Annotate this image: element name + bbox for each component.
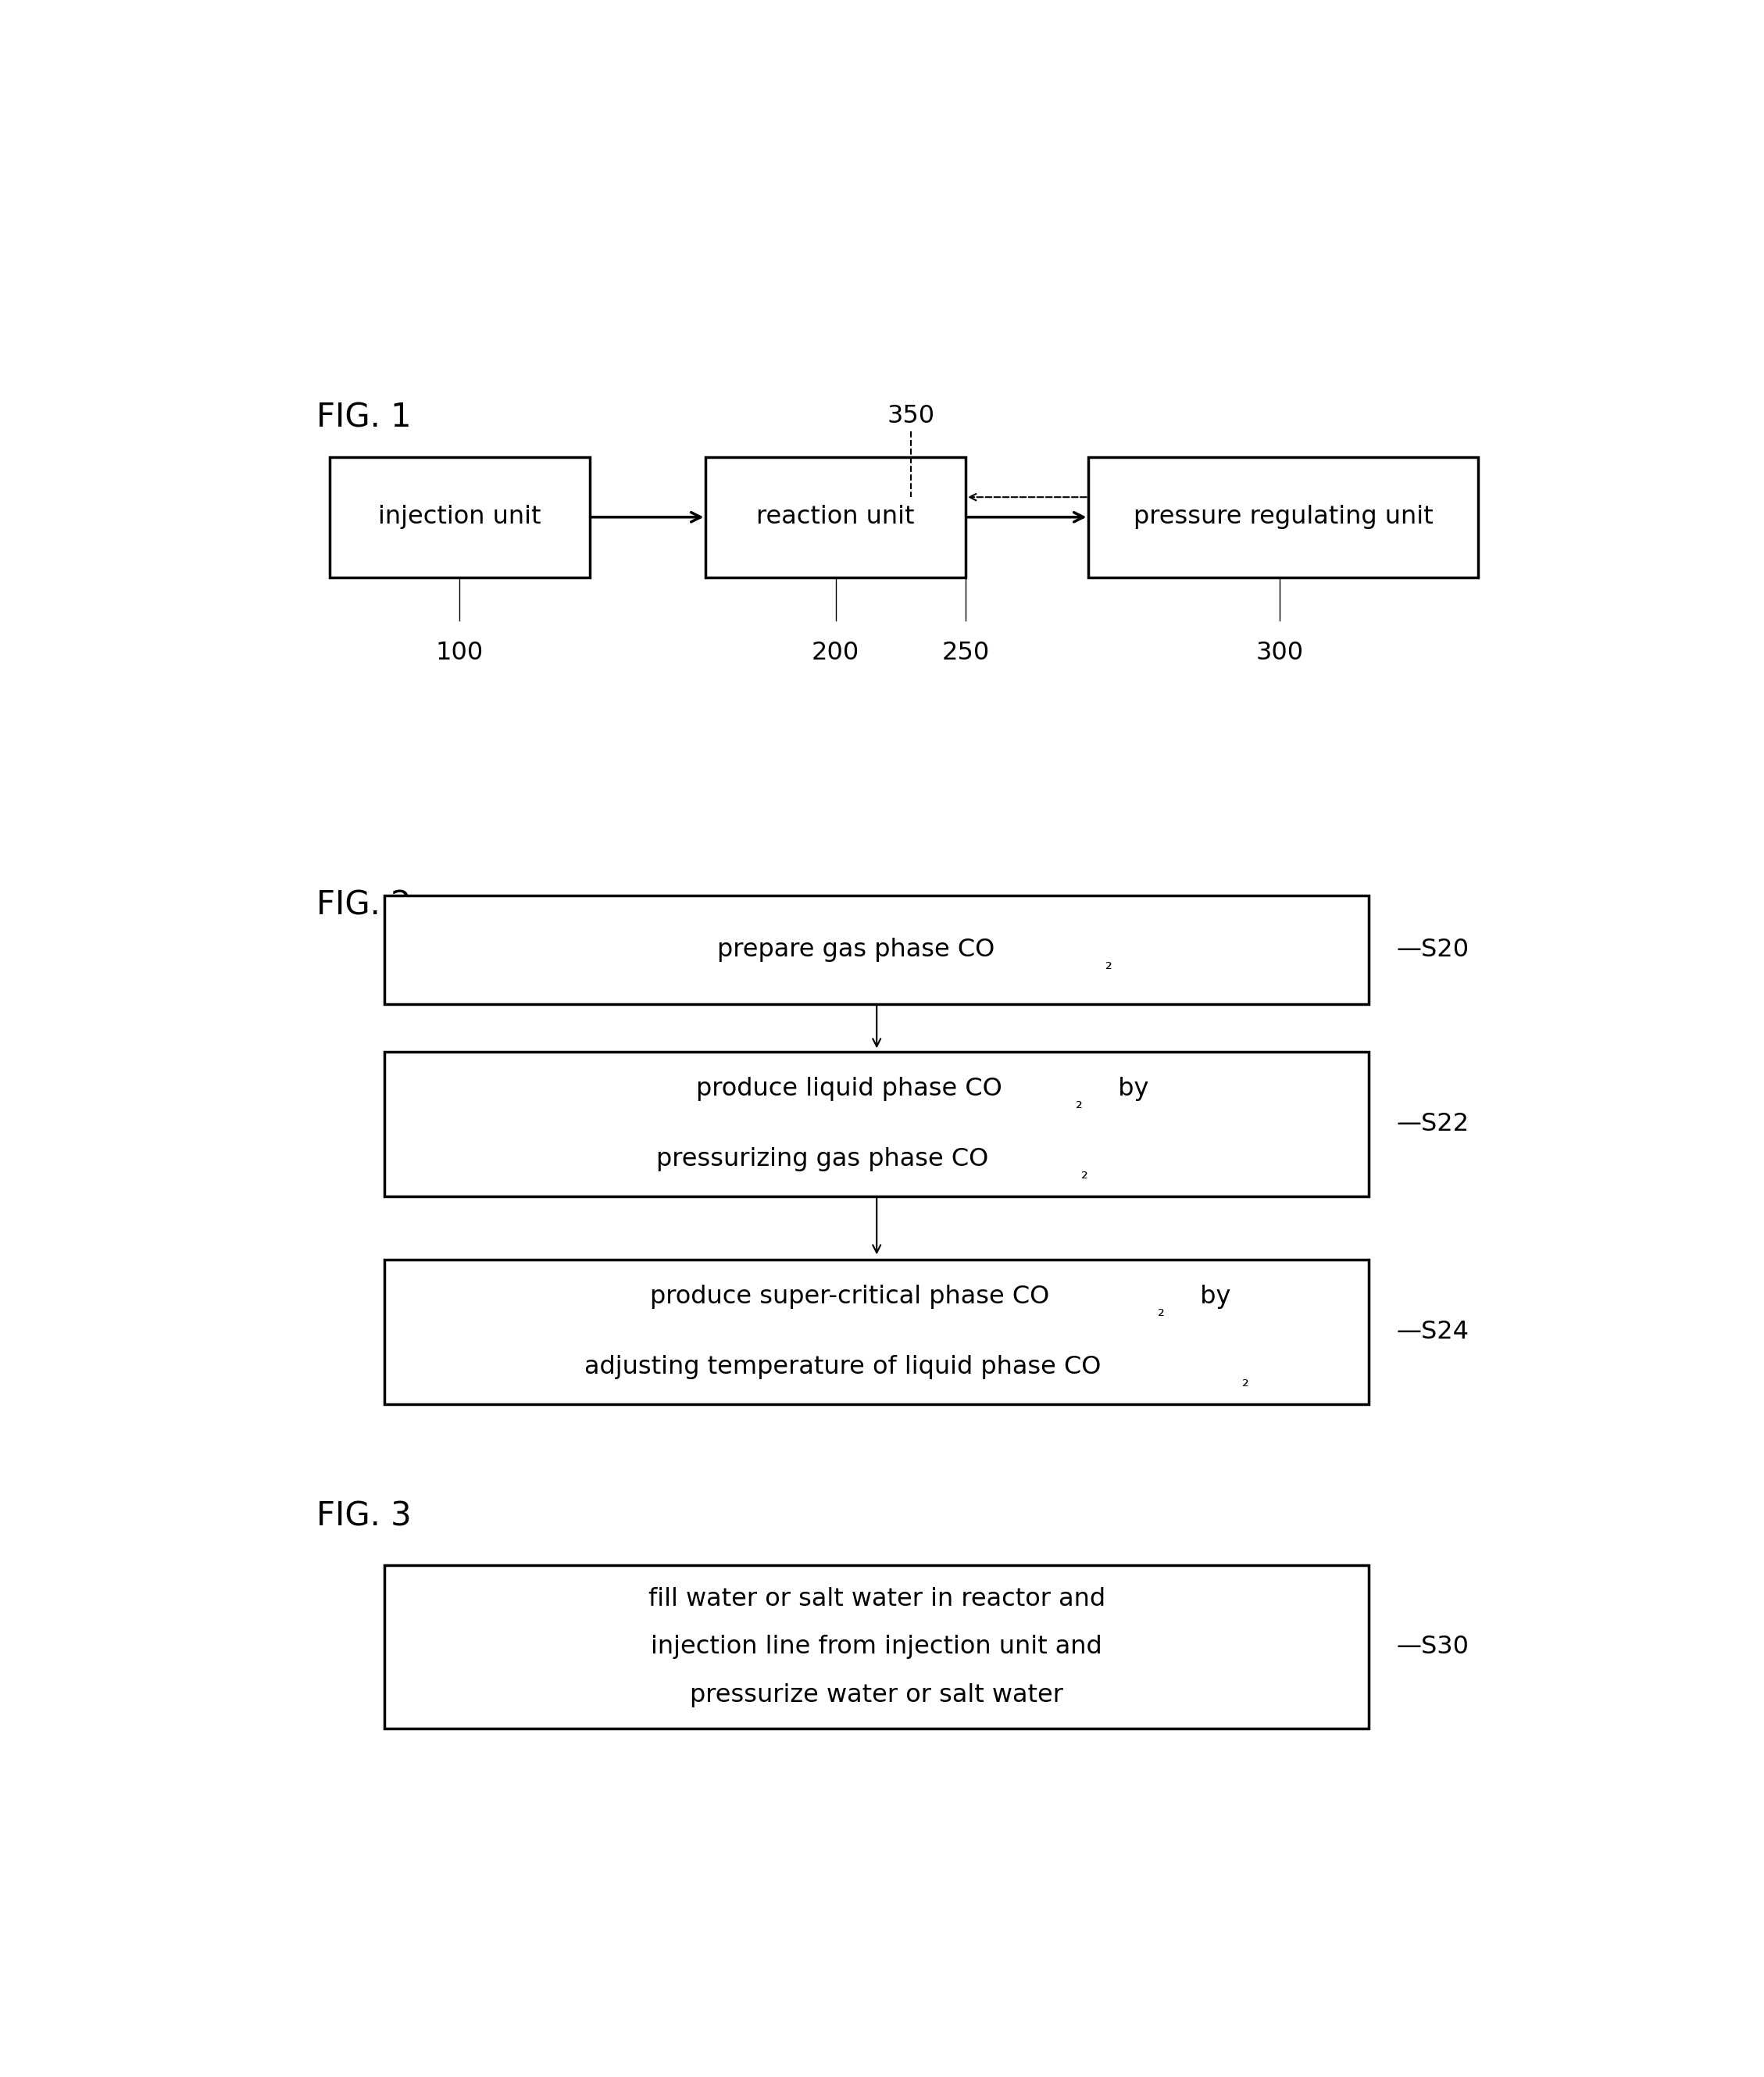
Text: ₂: ₂ — [1076, 1095, 1083, 1111]
Text: —S24: —S24 — [1397, 1319, 1469, 1344]
Text: FIG. 3: FIG. 3 — [316, 1500, 411, 1533]
FancyBboxPatch shape — [1088, 457, 1478, 577]
Text: 250: 250 — [942, 642, 990, 665]
Text: ₂: ₂ — [1157, 1304, 1164, 1319]
Text: ₂: ₂ — [1106, 955, 1113, 972]
Text: FIG. 1: FIG. 1 — [316, 401, 411, 434]
FancyBboxPatch shape — [385, 895, 1369, 1003]
Text: ₂: ₂ — [1081, 1165, 1088, 1182]
Text: by: by — [1184, 1286, 1231, 1309]
FancyBboxPatch shape — [385, 1261, 1369, 1404]
Text: —S22: —S22 — [1397, 1111, 1469, 1136]
Text: produce super-critical phase CO: produce super-critical phase CO — [649, 1286, 1050, 1309]
Text: reaction unit: reaction unit — [757, 505, 916, 530]
FancyBboxPatch shape — [706, 457, 965, 577]
Text: FIG. 2: FIG. 2 — [316, 889, 411, 922]
FancyBboxPatch shape — [385, 1566, 1369, 1728]
Text: pressurize water or salt water: pressurize water or salt water — [690, 1682, 1064, 1707]
Text: produce liquid phase CO: produce liquid phase CO — [697, 1076, 1002, 1101]
Text: pressure regulating unit: pressure regulating unit — [1134, 505, 1434, 530]
Text: —S30: —S30 — [1397, 1635, 1469, 1660]
Text: 100: 100 — [436, 642, 483, 665]
Text: fill water or salt water in reactor and: fill water or salt water in reactor and — [647, 1587, 1106, 1612]
Text: injection line from injection unit and: injection line from injection unit and — [651, 1635, 1102, 1660]
Text: by: by — [1102, 1076, 1148, 1101]
FancyBboxPatch shape — [385, 1053, 1369, 1196]
Text: pressurizing gas phase CO: pressurizing gas phase CO — [656, 1147, 988, 1171]
FancyBboxPatch shape — [330, 457, 589, 577]
Text: adjusting temperature of liquid phase CO: adjusting temperature of liquid phase CO — [584, 1354, 1101, 1379]
Text: 200: 200 — [811, 642, 859, 665]
Text: prepare gas phase CO: prepare gas phase CO — [718, 937, 995, 962]
Text: injection unit: injection unit — [377, 505, 542, 530]
Text: 300: 300 — [1256, 642, 1304, 665]
Text: 350: 350 — [887, 405, 935, 428]
Text: ₂: ₂ — [1242, 1373, 1249, 1390]
Text: —S20: —S20 — [1397, 937, 1469, 962]
